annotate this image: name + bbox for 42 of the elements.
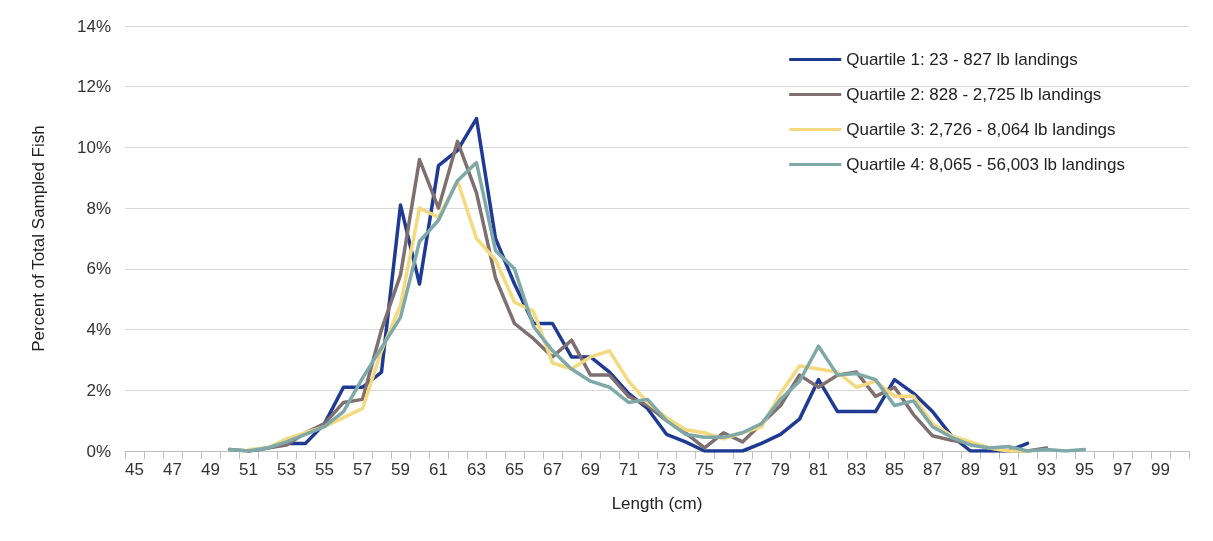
x-tick-label: 87 [923, 460, 942, 479]
x-tick-label: 71 [619, 460, 638, 479]
y-tick-label: 6% [86, 259, 111, 279]
x-tick-label: 75 [695, 460, 714, 479]
x-tick-label: 49 [201, 460, 220, 479]
y-tick-label: 4% [86, 320, 111, 340]
x-tick-label: 79 [771, 460, 790, 479]
x-tick-label: 53 [277, 460, 296, 479]
x-tick-label: 65 [505, 460, 524, 479]
x-tick-label: 63 [467, 460, 486, 479]
x-tick-label: 95 [1075, 460, 1094, 479]
x-tick-label: 67 [543, 460, 562, 479]
x-tick-label: 97 [1113, 460, 1132, 479]
legend-label: Quartile 3: 2,726 - 8,064 lb landings [846, 120, 1116, 139]
y-tick-label: 8% [86, 198, 111, 218]
x-tick-label: 85 [885, 460, 904, 479]
x-tick-label: 99 [1151, 460, 1170, 479]
x-tick-label: 73 [657, 460, 676, 479]
y-tick-label: 14% [76, 16, 111, 36]
y-tick-label: 0% [86, 441, 111, 461]
x-tick-label: 91 [999, 460, 1018, 479]
y-tick-label: 10% [76, 137, 111, 157]
x-tick-label: 61 [429, 460, 448, 479]
legend-label: Quartile 1: 23 - 827 lb landings [846, 50, 1078, 69]
y-axis-title: Percent of Total Sampled Fish [29, 125, 48, 352]
x-tick-label: 45 [125, 460, 144, 479]
y-tick-label: 12% [76, 77, 111, 97]
legend-label: Quartile 2: 828 - 2,725 lb landings [846, 85, 1102, 104]
x-tick-label: 55 [315, 460, 334, 479]
x-tick-label: 83 [847, 460, 866, 479]
legend-label: Quartile 4: 8,065 - 56,003 lb landings [846, 155, 1126, 174]
x-tick-label: 77 [733, 460, 752, 479]
y-tick-label: 2% [86, 380, 111, 400]
x-tick-label: 47 [163, 460, 182, 479]
x-tick-label: 81 [809, 460, 828, 479]
x-tick-label: 57 [353, 460, 372, 479]
x-tick-label: 59 [391, 460, 410, 479]
x-tick-label: 93 [1037, 460, 1056, 479]
x-tick-label: 69 [581, 460, 600, 479]
x-tick-label: 51 [239, 460, 258, 479]
x-axis-title: Length (cm) [611, 494, 703, 513]
x-tick-label: 89 [961, 460, 980, 479]
